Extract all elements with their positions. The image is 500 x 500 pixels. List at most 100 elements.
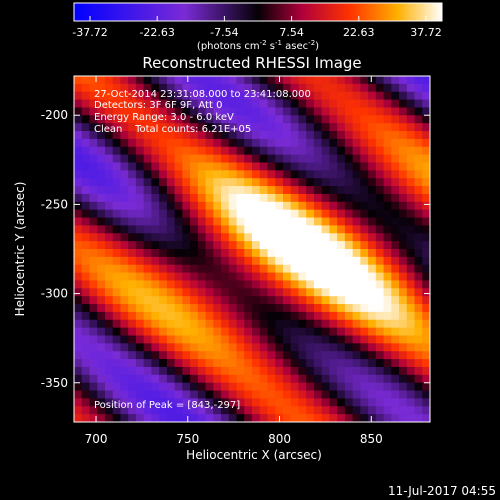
heatmap-cell [74, 390, 83, 400]
heatmap-cell [205, 241, 214, 250]
heatmap-cell [399, 201, 408, 211]
heatmap-cell [135, 123, 145, 132]
heatmap-cell [112, 99, 122, 109]
heatmap-cell [352, 311, 361, 321]
heatmap-cell [174, 201, 183, 211]
heatmap-cell [135, 131, 145, 140]
heatmap-cell [112, 359, 122, 368]
heatmap-cell [406, 311, 416, 321]
x-tick-label: 750 [176, 432, 199, 446]
heatmap-cell [236, 131, 245, 140]
heatmap-cell [213, 249, 222, 258]
heatmap-cell [74, 138, 83, 148]
heatmap-cell [368, 272, 377, 282]
heatmap-cell [151, 99, 160, 109]
heatmap-cell [352, 249, 361, 258]
heatmap-cell [259, 351, 269, 360]
heatmap-cell [282, 280, 292, 289]
heatmap-cell [236, 115, 245, 124]
heatmap-cell [128, 359, 137, 368]
heatmap-cell [360, 217, 369, 227]
heatmap-cell [74, 123, 83, 132]
heatmap-cell [313, 241, 323, 250]
heatmap-cell [344, 91, 354, 101]
heatmap-cell [128, 131, 137, 140]
heatmap-cell [182, 288, 191, 297]
heatmap-cell [329, 390, 338, 400]
heatmap-cell [228, 225, 238, 234]
heatmap-cell [213, 193, 222, 203]
heatmap-cell [414, 343, 423, 352]
heatmap-cell [112, 201, 122, 211]
heatmap-cell [321, 335, 330, 344]
heatmap-cell [414, 154, 423, 164]
heatmap-cell [422, 138, 430, 148]
heatmap-cell [228, 374, 238, 384]
heatmap-cell [151, 209, 160, 219]
heatmap-cell [360, 280, 369, 289]
heatmap-cell [352, 390, 361, 400]
heatmap-cell [213, 241, 222, 250]
heatmap-cell [151, 241, 160, 250]
heatmap-cell [298, 327, 307, 337]
heatmap-cell [244, 304, 253, 313]
heatmap-cell [166, 288, 176, 297]
heatmap-cell [282, 304, 292, 313]
heatmap-cell [298, 374, 307, 384]
heatmap-cell [221, 217, 230, 227]
heatmap-cell [205, 382, 214, 392]
heatmap-cell [406, 351, 416, 360]
heatmap-cell [306, 217, 315, 227]
heatmap-cell [112, 241, 122, 250]
heatmap-cell [344, 414, 354, 422]
heatmap-cell [197, 193, 207, 203]
heatmap-cell [174, 390, 183, 400]
heatmap-cell [360, 256, 369, 266]
heatmap-cell [306, 406, 315, 415]
heatmap-cell [244, 351, 253, 360]
heatmap-cell [337, 99, 346, 109]
heatmap-cell [282, 76, 292, 85]
heatmap-cell [97, 193, 106, 203]
heatmap-cell [375, 311, 385, 321]
heatmap-cell [174, 304, 183, 313]
heatmap-cell [298, 209, 307, 219]
heatmap-cell [143, 201, 152, 211]
heatmap-cell [375, 115, 385, 124]
heatmap-cell [275, 296, 284, 305]
heatmap-cell [205, 343, 214, 352]
heatmap-cell [422, 131, 430, 140]
heatmap-cell [244, 264, 253, 274]
heatmap-cell [422, 162, 430, 171]
heatmap-cell [205, 99, 214, 109]
heatmap-cell [344, 366, 354, 376]
heatmap-cell [128, 414, 137, 422]
heatmap-cell [97, 351, 106, 360]
heatmap-cell [352, 138, 361, 148]
heatmap-cell [104, 131, 114, 140]
heatmap-cell [368, 256, 377, 266]
heatmap-cell [383, 186, 392, 195]
heatmap-cell [135, 374, 145, 384]
heatmap-cell [112, 288, 122, 297]
heatmap-cell [383, 398, 392, 407]
heatmap-cell [368, 146, 377, 156]
heatmap-cell [399, 343, 408, 352]
heatmap-cell [81, 296, 91, 305]
heatmap-cell [306, 76, 315, 85]
heatmap-cell [97, 91, 106, 101]
heatmap-cell [166, 233, 176, 242]
heatmap-cell [190, 256, 199, 266]
heatmap-cell [352, 319, 361, 329]
heatmap-cell [306, 186, 315, 195]
heatmap-cell [221, 406, 230, 415]
heatmap-cell [368, 304, 377, 313]
heatmap-cell [81, 382, 91, 392]
heatmap-cell [337, 217, 346, 227]
heatmap-cell [182, 99, 191, 109]
heatmap-cell [112, 414, 122, 422]
heatmap-cell [135, 304, 145, 313]
heatmap-cell [197, 406, 207, 415]
heatmap-cell [313, 366, 323, 376]
